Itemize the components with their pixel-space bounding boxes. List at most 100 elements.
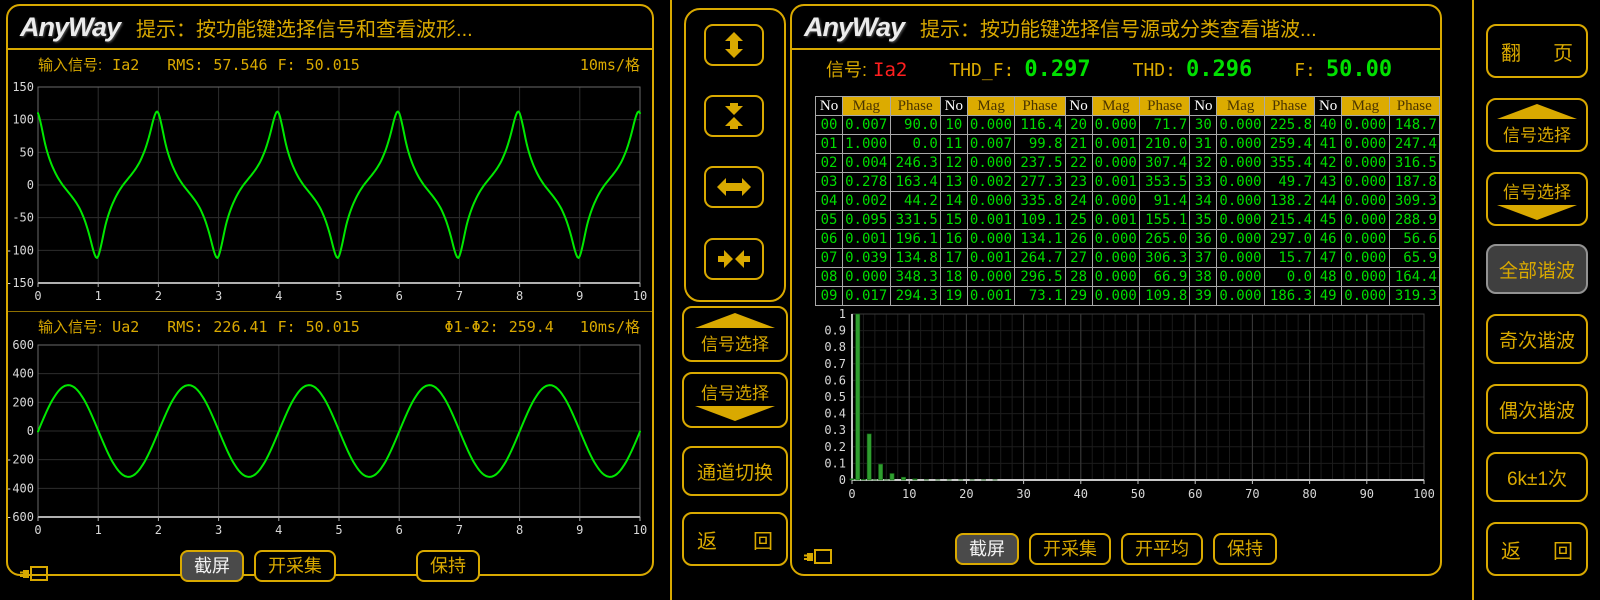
rms-value: 226.41 — [213, 317, 268, 336]
harmonic-mag-cell: 0.000 — [1341, 134, 1390, 154]
start-averaging-button[interactable]: 开平均 — [1121, 533, 1203, 565]
svg-text:2: 2 — [155, 289, 162, 303]
svg-text:6: 6 — [396, 523, 403, 537]
harmonic-mag-cell: 0.000 — [1091, 191, 1141, 211]
harmonic-mag-cell: 0.000 — [1341, 286, 1390, 306]
compress-vertical-button[interactable] — [704, 95, 764, 137]
harmonic-mag-cell: 0.001 — [1091, 134, 1141, 154]
harmonic-phase-cell: 306.3 — [1139, 248, 1191, 268]
six-k-plus-minus-one-button[interactable]: 6k±1次 — [1486, 452, 1588, 502]
back-button[interactable]: 返 回 — [682, 512, 788, 566]
harmonic-phase-cell: 297.0 — [1263, 229, 1316, 249]
signal-value: Ia2 — [873, 59, 908, 81]
harmonic-no-cell: 16 — [939, 229, 968, 249]
harmonic-no-cell: 41 — [1314, 134, 1343, 154]
odd-harmonics-button[interactable]: 奇次谐波 — [1486, 314, 1588, 364]
expand-vertical-button[interactable] — [704, 24, 764, 66]
start-acquisition-button[interactable]: 开采集 — [254, 550, 336, 582]
harmonic-no-cell: 23 — [1064, 172, 1093, 192]
back-button[interactable]: 返 回 — [1486, 522, 1588, 576]
harmonics-table: No Mag Phase No Mag Phase No Mag Phase No Mag Phase… — [814, 96, 1441, 306]
harmonic-phase-cell: 134.8 — [889, 248, 941, 268]
start-acquisition-button[interactable]: 开采集 — [1029, 533, 1111, 565]
svg-text:4: 4 — [275, 523, 282, 537]
svg-text:3: 3 — [215, 523, 222, 537]
svg-text:1: 1 — [95, 523, 102, 537]
svg-text:0.8: 0.8 — [824, 340, 846, 354]
thdf-label: THD_F: — [949, 60, 1015, 81]
all-harmonics-button[interactable]: 全部谐波 — [1486, 244, 1588, 294]
harmonic-mag-cell: 0.000 — [1091, 229, 1141, 249]
svg-text:0: 0 — [34, 289, 41, 303]
harmonic-phase-cell: 210.0 — [1139, 134, 1191, 154]
harmonic-mag-cell: 0.000 — [1091, 153, 1141, 173]
harmonic-phase-cell: 0.0 — [889, 134, 941, 154]
harmonic-phase-cell: 264.7 — [1014, 248, 1066, 268]
harmonic-phase-cell: 116.4 — [1014, 115, 1066, 135]
svg-text:6: 6 — [396, 289, 403, 303]
harmonic-no-cell: 30 — [1189, 115, 1218, 135]
harmonic-row: 05 0.095 331.5 15 0.001 109.1 25 0.001 155.1 35 0.… — [814, 210, 1441, 230]
harmonic-mag-cell: 0.000 — [1216, 286, 1265, 306]
triangle-down-icon — [695, 406, 775, 421]
svg-text:0.7: 0.7 — [824, 357, 846, 371]
signal-select-up-button[interactable]: 信号选择 — [1486, 98, 1588, 152]
harmonic-phase-cell: 186.3 — [1263, 286, 1316, 306]
harmonic-no-cell: 35 — [1189, 210, 1218, 230]
harmonic-mag-cell: 0.000 — [966, 229, 1016, 249]
harmonic-mag-cell: 0.000 — [966, 115, 1016, 135]
thdf-value: 0.297 — [1024, 57, 1091, 82]
signal-select-down-button[interactable]: 信号选择 — [682, 372, 788, 428]
page-turn-button[interactable]: 翻 页 — [1486, 24, 1588, 78]
battery-icon — [804, 549, 832, 564]
harmonic-phase-cell: 237.5 — [1014, 153, 1066, 173]
svg-text:400: 400 — [12, 367, 34, 381]
channel-switch-button[interactable]: 通道切换 — [682, 446, 788, 496]
signal-select-label: 信号选择 — [701, 384, 769, 403]
harmonic-row: 09 0.017 294.3 19 0.001 73.1 29 0.000 109.8 39 0.0… — [814, 286, 1441, 306]
signal-select-down-button[interactable]: 信号选择 — [1486, 172, 1588, 226]
triangle-up-icon — [695, 313, 775, 328]
signal-select-label: 信号选择 — [1503, 126, 1571, 145]
even-harmonics-button[interactable]: 偶次谐波 — [1486, 384, 1588, 434]
harmonic-phase-cell: 348.3 — [889, 267, 941, 287]
freq-value: 50.015 — [305, 317, 360, 336]
svg-text:-600: -600 — [8, 510, 34, 524]
col-header-phase: Phase — [1263, 96, 1316, 116]
back-label-left: 返 — [697, 530, 717, 553]
expand-horizontal-button[interactable] — [704, 166, 764, 208]
harmonic-no-cell: 38 — [1189, 267, 1218, 287]
harmonic-mag-cell: 0.000 — [842, 267, 891, 287]
harmonic-mag-cell: 0.000 — [966, 267, 1016, 287]
thd-value: 0.296 — [1185, 57, 1253, 82]
harmonic-mag-cell: 0.095 — [842, 210, 891, 230]
harmonic-phase-cell: 215.4 — [1263, 210, 1316, 230]
harmonic-no-cell: 14 — [939, 191, 968, 211]
harmonic-mag-cell: 0.000 — [1341, 210, 1390, 230]
harmonic-bar-chart: 1 0.9 0.8 0.7 0.6 0.5 0.4 0.3 0.2 0.1 00 10 20 30 40 50… — [824, 307, 1435, 501]
harmonic-mag-cell: 0.000 — [1091, 267, 1141, 287]
screenshot-button[interactable]: 截屏 — [955, 533, 1019, 565]
svg-text:0: 0 — [848, 487, 855, 501]
compress-horizontal-button[interactable] — [704, 238, 764, 280]
harmonic-mag-cell: 0.001 — [1091, 210, 1141, 230]
timebase-label: 10ms/格 — [579, 318, 640, 336]
harmonic-no-cell: 21 — [1064, 134, 1093, 154]
freq-value: 50.015 — [305, 55, 360, 74]
signal-select-up-button[interactable]: 信号选择 — [682, 306, 788, 362]
svg-text:0: 0 — [839, 473, 846, 487]
screenshot-button[interactable]: 截屏 — [180, 550, 244, 582]
col-header-no: No — [1064, 96, 1093, 116]
harmonic-mag-cell: 0.000 — [1091, 286, 1141, 306]
svg-text:9: 9 — [576, 523, 583, 537]
harmonic-no-cell: 42 — [1314, 153, 1343, 173]
current-signal-name: Ia2 — [112, 55, 140, 74]
svg-text:90: 90 — [1360, 487, 1374, 501]
back-label-right: 回 — [1553, 540, 1573, 563]
hold-button[interactable]: 保持 — [1213, 533, 1277, 565]
harmonic-mag-cell: 0.000 — [1341, 153, 1390, 173]
harmonic-mag-cell: 0.000 — [1216, 267, 1265, 287]
hold-button[interactable]: 保持 — [416, 550, 480, 582]
harmonic-phase-cell: 109.8 — [1139, 286, 1191, 306]
harmonic-row: 02 0.004 246.3 12 0.000 237.5 22 0.000 307.4 32 0.… — [814, 153, 1441, 173]
